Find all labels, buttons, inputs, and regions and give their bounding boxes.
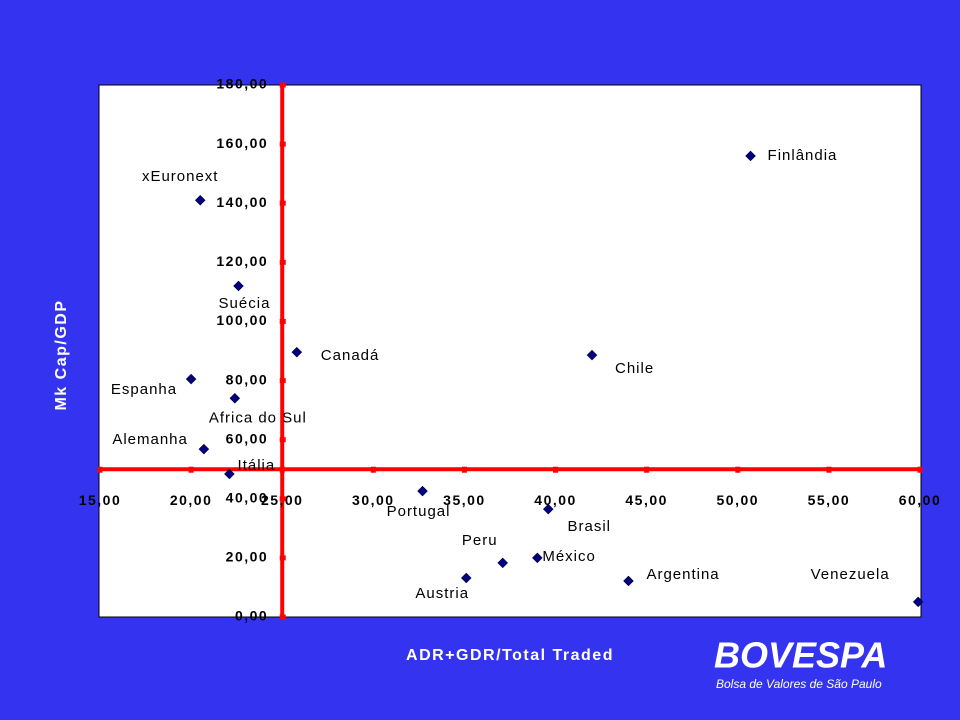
- y-axis-title: Mk Cap/GDP: [53, 299, 70, 410]
- point-label: Chile: [615, 360, 654, 377]
- x-tick: [188, 466, 194, 473]
- point-label: Suécia: [219, 295, 271, 312]
- y-tick: [279, 555, 286, 561]
- x-tick: [97, 466, 103, 473]
- x-tick-label: 20,00: [170, 492, 213, 508]
- y-tick-label: 120,00: [216, 253, 268, 269]
- point: [623, 575, 634, 587]
- point-label: Alemanha: [112, 431, 188, 448]
- x-tick: [917, 466, 923, 473]
- plot-area: [98, 84, 922, 618]
- y-tick: [279, 318, 286, 324]
- y-tick-label: 60,00: [226, 430, 269, 446]
- point: [542, 503, 554, 515]
- point-label: México: [542, 548, 596, 565]
- y-tick: [279, 378, 286, 384]
- y-tick-label: 160,00: [216, 135, 268, 151]
- y-tick-label: 100,00: [216, 312, 268, 328]
- x-tick-label: 55,00: [808, 492, 851, 508]
- x-tick-label: 60,00: [899, 492, 942, 508]
- point-label: Itália: [238, 457, 276, 474]
- point: [586, 349, 598, 361]
- x-tick: [553, 466, 559, 473]
- point: [497, 557, 509, 569]
- y-tick-label: 180,00: [216, 76, 268, 92]
- point-label: Portugal: [387, 503, 451, 520]
- point: [198, 443, 210, 455]
- point-label: Brasil: [568, 518, 612, 535]
- x-tick-label: 15,00: [79, 492, 122, 508]
- x-tick-label: 35,00: [443, 492, 486, 508]
- x-tick-label: 40,00: [534, 492, 577, 508]
- point: [224, 468, 235, 480]
- point: [531, 552, 543, 564]
- x-tick-label: 45,00: [625, 492, 668, 508]
- x-tick: [370, 466, 376, 473]
- point-label: xEuronext: [142, 168, 219, 185]
- y-tick: [279, 437, 286, 443]
- y-tick-label: 140,00: [216, 194, 268, 210]
- y-tick-label: 0,00: [235, 608, 268, 624]
- point: [912, 596, 924, 608]
- point-label: Argentina: [646, 566, 719, 583]
- x-axis-title: ADR+GDR/Total Traded: [406, 647, 614, 664]
- point-label: Africa do Sul: [209, 409, 307, 426]
- point: [233, 280, 244, 292]
- point: [745, 150, 756, 162]
- x-tick-label: 50,00: [717, 492, 760, 508]
- point: [417, 485, 428, 497]
- y-tick: [279, 82, 286, 88]
- y-tick-label: 80,00: [226, 371, 269, 387]
- y-tick: [279, 496, 286, 502]
- x-tick: [461, 466, 467, 473]
- point-label: Canadá: [321, 347, 380, 364]
- point: [460, 572, 472, 584]
- point: [194, 194, 206, 206]
- y-tick: [279, 200, 286, 206]
- y-tick: [279, 259, 286, 265]
- point: [291, 346, 303, 358]
- x-tick: [279, 466, 285, 473]
- point: [229, 392, 241, 404]
- x-tick: [735, 466, 741, 473]
- y-tick: [279, 141, 286, 147]
- logo-tagline: Bolsa de Valores de São Paulo: [716, 677, 882, 691]
- point-label: Peru: [462, 532, 498, 549]
- y-tick: [279, 614, 286, 620]
- point-label: Austria: [415, 585, 469, 602]
- y-tick-label: 40,00: [226, 489, 269, 505]
- logo-name: BOVESPA: [714, 635, 887, 676]
- point-label: Venezuela: [811, 566, 890, 583]
- point: [185, 373, 197, 385]
- point-label: Espanha: [111, 381, 177, 398]
- x-tick: [644, 466, 650, 473]
- y-tick-label: 20,00: [226, 549, 269, 565]
- x-tick: [826, 466, 832, 473]
- x-tick-label: 30,00: [352, 492, 395, 508]
- point-label: Finlândia: [768, 147, 838, 164]
